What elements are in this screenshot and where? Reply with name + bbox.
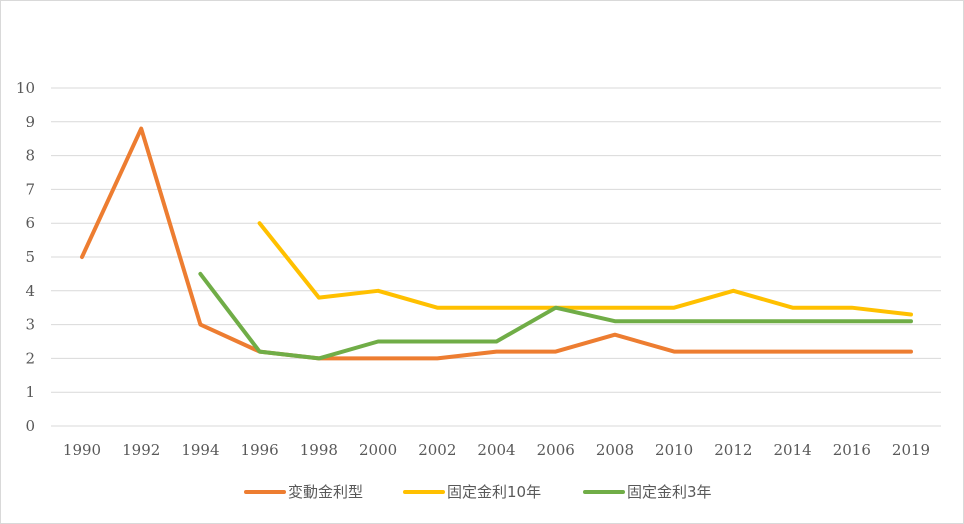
series-line-1	[257, 221, 913, 317]
legend: 変動金利型 固定金利10年 固定金利3年	[244, 483, 712, 501]
x-tick-label: 1998	[300, 441, 338, 459]
x-tick-label: 2002	[418, 441, 456, 459]
gridlines	[51, 87, 941, 427]
y-axis-ticks: 0 1 2 3 4 5 6 7 8 9 10	[16, 79, 35, 435]
series-lines	[80, 126, 913, 361]
x-tick-label: 1992	[122, 441, 160, 459]
x-tick-label: 2014	[773, 441, 811, 459]
y-tick-label: 1	[25, 383, 35, 401]
x-tick-label: 1994	[181, 441, 219, 459]
x-tick-label: 2010	[655, 441, 693, 459]
x-tick-label: 2019	[892, 441, 930, 459]
y-tick-label: 0	[25, 417, 35, 435]
y-tick-label: 4	[25, 282, 35, 300]
y-tick-label: 10	[16, 79, 35, 97]
y-tick-label: 2	[25, 349, 35, 367]
x-tick-label: 2000	[359, 441, 397, 459]
x-tick-label: 2004	[477, 441, 515, 459]
x-tick-label: 2006	[537, 441, 575, 459]
x-tick-label: 1990	[63, 441, 101, 459]
y-tick-label: 3	[25, 316, 35, 334]
x-tick-label: 2016	[833, 441, 871, 459]
legend-label: 変動金利型	[288, 483, 363, 501]
y-tick-label: 8	[25, 147, 35, 165]
x-axis-ticks: 1990 1992 1994 1996 1998 2000 2002 2004 2006 2008…	[63, 441, 930, 459]
series-line-2	[198, 271, 913, 361]
x-tick-label: 1996	[241, 441, 279, 459]
y-tick-label: 6	[25, 214, 35, 232]
series-line-0	[80, 126, 913, 361]
legend-label: 固定金利3年	[627, 483, 712, 501]
y-tick-label: 5	[25, 248, 35, 266]
legend-label: 固定金利10年	[447, 483, 541, 501]
y-tick-label: 7	[25, 180, 35, 198]
y-tick-label: 9	[25, 113, 35, 131]
x-tick-label: 2012	[714, 441, 752, 459]
x-tick-label: 2008	[596, 441, 634, 459]
